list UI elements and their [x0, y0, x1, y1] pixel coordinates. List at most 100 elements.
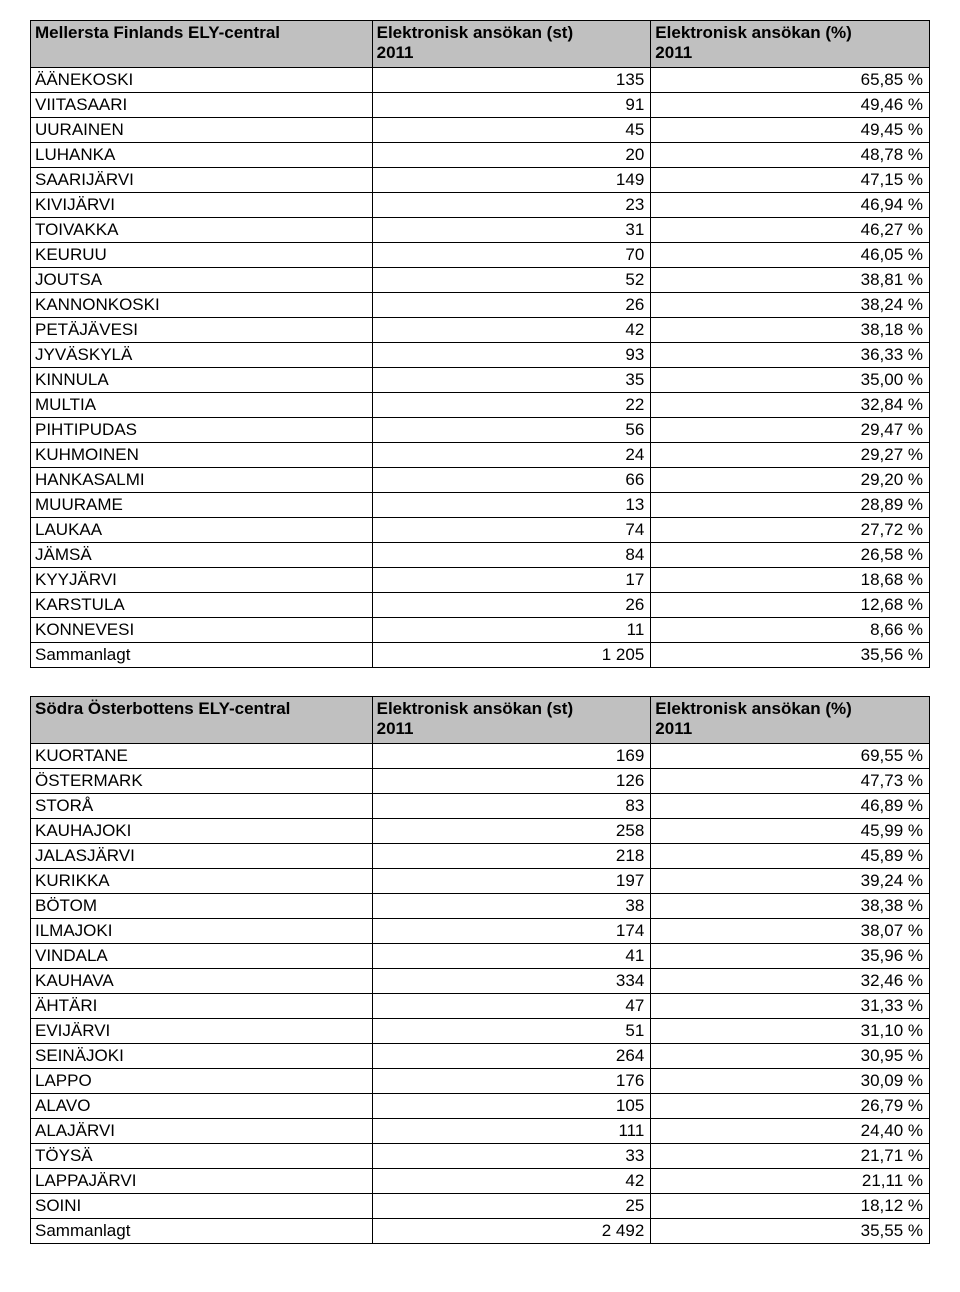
row-percent: 8,66 % [651, 618, 930, 643]
row-count: 22 [372, 393, 651, 418]
row-percent: 47,15 % [651, 168, 930, 193]
row-name: Sammanlagt [31, 643, 373, 668]
table-row: LAUKAA7427,72 % [31, 518, 930, 543]
row-count: 105 [372, 1094, 651, 1119]
row-count: 91 [372, 93, 651, 118]
col3-header-line1: Elektronisk ansökan (%) [655, 23, 925, 43]
row-name: PIHTIPUDAS [31, 418, 373, 443]
table-row: JYVÄSKYLÄ9336,33 % [31, 343, 930, 368]
row-count: 66 [372, 468, 651, 493]
col2-header-line2: 2011 [377, 43, 647, 63]
table-row: LUHANKA2048,78 % [31, 143, 930, 168]
row-name: KUHMOINEN [31, 443, 373, 468]
table-row: KINNULA3535,00 % [31, 368, 930, 393]
row-count: 93 [372, 343, 651, 368]
row-name: VIITASAARI [31, 93, 373, 118]
table-row: SOINI2518,12 % [31, 1194, 930, 1219]
row-name: JOUTSA [31, 268, 373, 293]
row-name: ÖSTERMARK [31, 769, 373, 794]
table-row: ÄÄNEKOSKI13565,85 % [31, 68, 930, 93]
row-count: 176 [372, 1069, 651, 1094]
row-percent: 69,55 % [651, 744, 930, 769]
row-count: 42 [372, 1169, 651, 1194]
col2-header: Elektronisk ansökan (st)2011 [372, 21, 651, 68]
row-percent: 46,27 % [651, 218, 930, 243]
row-percent: 46,89 % [651, 794, 930, 819]
row-name: LAUKAA [31, 518, 373, 543]
table-row: JÄMSÄ8426,58 % [31, 543, 930, 568]
row-percent: 38,38 % [651, 894, 930, 919]
table-row: KUHMOINEN2429,27 % [31, 443, 930, 468]
table-row: VIITASAARI9149,46 % [31, 93, 930, 118]
table-row: UURAINEN4549,45 % [31, 118, 930, 143]
row-name: ÄHTÄRI [31, 994, 373, 1019]
row-name: KARSTULA [31, 593, 373, 618]
row-percent: 29,47 % [651, 418, 930, 443]
table-row: KURIKKA19739,24 % [31, 869, 930, 894]
table-row: KAUHAJOKI25845,99 % [31, 819, 930, 844]
table-title: Mellersta Finlands ELY-central [31, 21, 373, 68]
row-count: 11 [372, 618, 651, 643]
row-count: 31 [372, 218, 651, 243]
row-percent: 45,89 % [651, 844, 930, 869]
table-row: PETÄJÄVESI4238,18 % [31, 318, 930, 343]
row-count: 20 [372, 143, 651, 168]
row-percent: 27,72 % [651, 518, 930, 543]
table-row: ÖSTERMARK12647,73 % [31, 769, 930, 794]
row-count: 169 [372, 744, 651, 769]
table-row: BÖTOM3838,38 % [31, 894, 930, 919]
row-percent: 32,46 % [651, 969, 930, 994]
row-count: 70 [372, 243, 651, 268]
row-count: 264 [372, 1044, 651, 1069]
row-percent: 47,73 % [651, 769, 930, 794]
row-name: KEURUU [31, 243, 373, 268]
table-row: KYYJÄRVI1718,68 % [31, 568, 930, 593]
row-percent: 35,56 % [651, 643, 930, 668]
row-name: MUURAME [31, 493, 373, 518]
row-count: 2 492 [372, 1219, 651, 1244]
row-percent: 26,79 % [651, 1094, 930, 1119]
table-row: ÄHTÄRI4731,33 % [31, 994, 930, 1019]
table-row: Sammanlagt1 20535,56 % [31, 643, 930, 668]
row-count: 258 [372, 819, 651, 844]
table-row: TOIVAKKA3146,27 % [31, 218, 930, 243]
row-percent: 49,46 % [651, 93, 930, 118]
row-percent: 29,20 % [651, 468, 930, 493]
table-row: KAUHAVA33432,46 % [31, 969, 930, 994]
row-count: 26 [372, 593, 651, 618]
table-row: ILMAJOKI17438,07 % [31, 919, 930, 944]
col2-header-line2: 2011 [377, 719, 647, 739]
row-name: JÄMSÄ [31, 543, 373, 568]
row-percent: 18,68 % [651, 568, 930, 593]
row-name: EVIJÄRVI [31, 1019, 373, 1044]
row-name: STORÅ [31, 794, 373, 819]
row-count: 42 [372, 318, 651, 343]
row-percent: 38,18 % [651, 318, 930, 343]
row-name: ILMAJOKI [31, 919, 373, 944]
col2-header-line1: Elektronisk ansökan (st) [377, 23, 647, 43]
row-count: 149 [372, 168, 651, 193]
row-name: LUHANKA [31, 143, 373, 168]
row-percent: 31,33 % [651, 994, 930, 1019]
table-row: KARSTULA2612,68 % [31, 593, 930, 618]
row-count: 83 [372, 794, 651, 819]
table-row: SAARIJÄRVI14947,15 % [31, 168, 930, 193]
row-percent: 38,81 % [651, 268, 930, 293]
row-count: 111 [372, 1119, 651, 1144]
row-percent: 35,00 % [651, 368, 930, 393]
table-row: PIHTIPUDAS5629,47 % [31, 418, 930, 443]
tables-container: Mellersta Finlands ELY-centralElektronis… [30, 20, 930, 1244]
col2-header: Elektronisk ansökan (st)2011 [372, 697, 651, 744]
row-name: KAUHAVA [31, 969, 373, 994]
data-table: Södra Österbottens ELY-centralElektronis… [30, 696, 930, 1244]
row-count: 174 [372, 919, 651, 944]
col3-header-line1: Elektronisk ansökan (%) [655, 699, 925, 719]
row-name: ALAVO [31, 1094, 373, 1119]
table-row: STORÅ8346,89 % [31, 794, 930, 819]
row-percent: 30,95 % [651, 1044, 930, 1069]
row-percent: 29,27 % [651, 443, 930, 468]
row-name: MULTIA [31, 393, 373, 418]
col3-header: Elektronisk ansökan (%)2011 [651, 21, 930, 68]
data-table: Mellersta Finlands ELY-centralElektronis… [30, 20, 930, 668]
row-name: Sammanlagt [31, 1219, 373, 1244]
